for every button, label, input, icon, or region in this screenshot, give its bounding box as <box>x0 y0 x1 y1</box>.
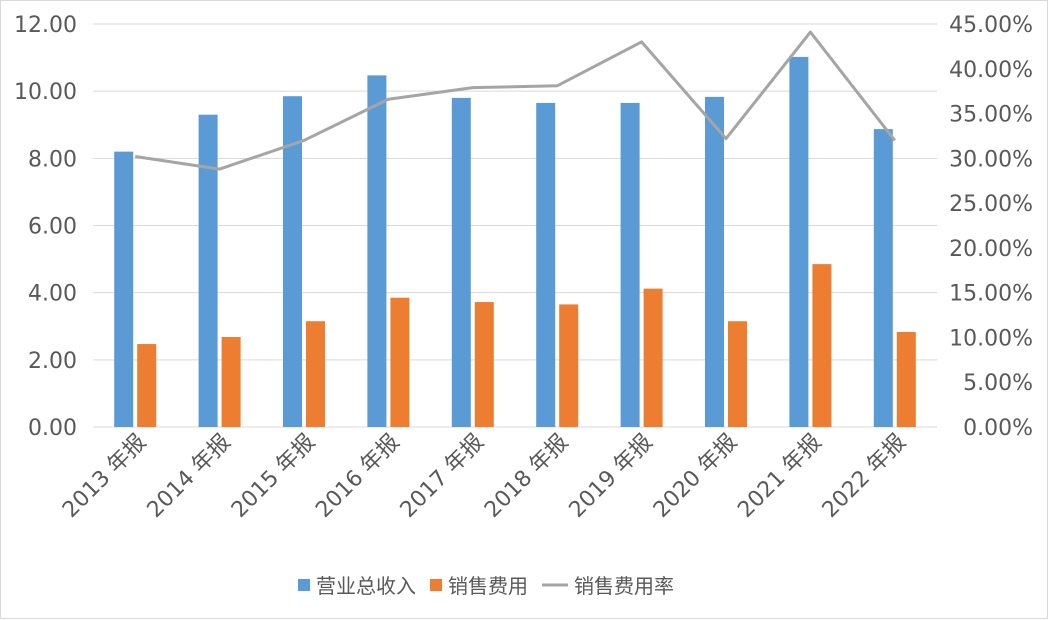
right-tick-label: 10.00% <box>949 326 1033 351</box>
right-tick-label: 30.00% <box>949 147 1033 172</box>
sales-expense-bar <box>221 336 241 427</box>
right-tick-label: 5.00% <box>963 371 1033 396</box>
legend-swatch <box>298 579 310 591</box>
revenue-bar <box>114 151 134 427</box>
revenue-bar <box>705 96 724 428</box>
legend-label: 营业总收入 <box>316 574 416 598</box>
right-tick-label: 0.00% <box>963 416 1033 441</box>
right-tick-label: 40.00% <box>949 58 1033 83</box>
gridlines <box>93 23 937 428</box>
sales-expense-bar <box>812 264 832 427</box>
x-tick-label: 2020 年报 <box>649 430 742 523</box>
x-tick-label: 2015 年报 <box>227 430 320 523</box>
legend-label: 销售费用 <box>448 574 528 598</box>
left-tick-label: 8.00 <box>28 147 77 172</box>
right-tick-label: 15.00% <box>949 282 1033 307</box>
right-axis-ticks: 0.00% 5.00% 10.00% 15.00% 20.00% 25.00% 30.00%… <box>949 13 1033 441</box>
right-tick-label: 45.00% <box>949 13 1033 38</box>
revenue-bar <box>620 102 640 427</box>
revenue-bar <box>367 75 387 427</box>
revenue-bar <box>198 114 218 428</box>
x-tick-label: 2018 年报 <box>480 430 573 523</box>
sales-expense-bar <box>306 321 325 427</box>
sales-expense-bar <box>559 304 579 427</box>
revenue-bar <box>536 102 556 427</box>
sales-expense-bar <box>728 321 747 427</box>
left-tick-label: 0.00 <box>28 416 77 441</box>
x-tick-label: 2016 年报 <box>311 430 404 523</box>
left-tick-label: 2.00 <box>28 349 77 374</box>
sales-expense-bar <box>896 331 916 427</box>
x-tick-label: 2022 年报 <box>818 430 911 523</box>
revenue-bar <box>789 56 809 427</box>
right-tick-label: 35.00% <box>949 103 1033 128</box>
x-tick-label: 2014 年报 <box>143 430 236 523</box>
x-tick-label: 2019 年报 <box>565 430 658 523</box>
x-tick-label: 2017 年报 <box>396 430 489 523</box>
sales-expense-bar <box>390 297 410 427</box>
right-tick-label: 25.00% <box>949 192 1033 217</box>
right-tick-label: 20.00% <box>949 237 1033 262</box>
sales-expense-bar <box>137 344 157 427</box>
revenue-bar <box>283 96 302 428</box>
left-tick-label: 4.00 <box>28 282 77 307</box>
bar-marks <box>114 56 916 428</box>
revenue-bar <box>873 129 893 427</box>
line-marks <box>134 30 896 171</box>
x-tick-label: 2021 年报 <box>733 430 826 523</box>
legend-label: 销售费用率 <box>574 574 674 598</box>
left-tick-label: 12.00 <box>14 13 77 38</box>
legend: 营业总收入 销售费用 销售费用率 <box>298 574 674 598</box>
sales-expense-ratio-line <box>134 30 896 171</box>
left-tick-label: 6.00 <box>28 215 77 240</box>
sales-expense-bar <box>643 288 663 427</box>
x-tick-label: 2013 年报 <box>58 430 151 523</box>
left-axis-ticks: 0.00 2.00 4.00 6.00 8.00 10.00 12.00 <box>14 13 77 441</box>
sales-expense-bar <box>474 302 494 427</box>
legend-swatch <box>430 579 442 591</box>
revenue-bar <box>451 97 471 427</box>
left-tick-label: 10.00 <box>14 80 77 105</box>
